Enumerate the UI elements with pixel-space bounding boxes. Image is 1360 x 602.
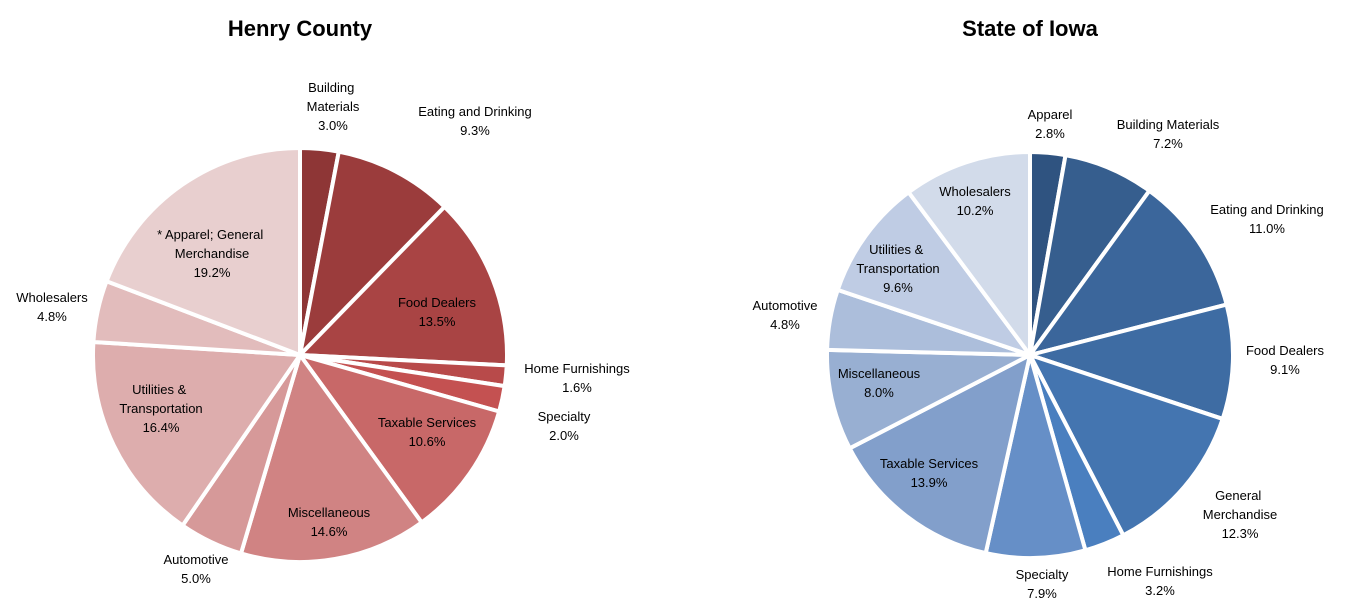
- slice-value-label: 16.4%: [143, 420, 180, 435]
- slice-value-label: 14.6%: [311, 524, 348, 539]
- slice-label: * Apparel; General Merchandise: [157, 227, 267, 261]
- slice-label: Taxable Services: [880, 456, 979, 471]
- slice-label: Utilities & Transportation: [119, 382, 202, 416]
- slice-label: Food Dealers: [1246, 343, 1325, 358]
- label-line: * Apparel; General: [157, 227, 267, 242]
- slice-value-label: 13.5%: [419, 314, 456, 329]
- label-line: Transportation: [856, 261, 939, 276]
- slice-value-label: 11.0%: [1249, 221, 1285, 236]
- slice-label: Miscellaneous: [288, 505, 371, 520]
- label-line: Utilities &: [869, 242, 927, 257]
- slice-label: Eating and Drinking: [1210, 202, 1323, 217]
- slice-value-label: 13.9%: [911, 475, 948, 490]
- slice-value-label: 4.8%: [770, 317, 800, 332]
- slice-label: General Merchandise: [1203, 488, 1277, 522]
- slice-label: Apparel: [1028, 107, 1073, 122]
- label-line: Materials: [307, 99, 360, 114]
- label-line: Utilities &: [132, 382, 190, 397]
- slice-value-label: 9.1%: [1270, 362, 1300, 377]
- pie-slice: [847, 351, 1033, 556]
- slice-label: Home Furnishings: [524, 361, 630, 376]
- pie-slice: [1022, 302, 1235, 422]
- slice-label: Automotive: [752, 298, 817, 313]
- label-line: Merchandise: [175, 246, 249, 261]
- slice-value-label: 12.3%: [1222, 526, 1259, 541]
- slice-value-label: 1.6%: [562, 380, 592, 395]
- slice-value-label: 2.0%: [549, 428, 579, 443]
- pie-slice: [104, 145, 302, 358]
- slice-value-label: 7.9%: [1027, 586, 1057, 601]
- slice-label: Eating and Drinking: [418, 104, 531, 119]
- pie-slice: [905, 149, 1032, 362]
- pie-slice: [296, 149, 448, 362]
- slice-value-label: 10.2%: [957, 203, 994, 218]
- pie-slice: [91, 339, 304, 529]
- slice-value-label: 10.6%: [409, 434, 446, 449]
- slice-value-label: 19.2%: [194, 265, 231, 280]
- slice-label: Specialty: [1016, 567, 1069, 582]
- pie-slice: [835, 189, 1036, 359]
- label-line: Building: [308, 80, 358, 95]
- slice-value-label: 3.0%: [318, 118, 348, 133]
- slice-value-label: 9.6%: [883, 280, 913, 295]
- pie-slice: [1025, 187, 1230, 359]
- slice-value-label: 5.0%: [181, 571, 211, 586]
- pie-slice: [295, 203, 509, 368]
- slice-value-label: 9.3%: [460, 123, 490, 138]
- slice-label: Automotive: [163, 552, 228, 567]
- slice-value-label: 3.2%: [1145, 583, 1175, 598]
- label-line: Transportation: [119, 401, 202, 416]
- chart-title: Henry County: [228, 16, 373, 41]
- slice-label: Building Materials: [1117, 117, 1220, 132]
- chart-title: State of Iowa: [962, 16, 1098, 41]
- slice-label: Taxable Services: [378, 415, 477, 430]
- label-line: Merchandise: [1203, 507, 1277, 522]
- pie-slice: [1025, 351, 1226, 538]
- slice-value-label: 2.8%: [1035, 126, 1065, 141]
- slice-value-label: 8.0%: [864, 385, 894, 400]
- pie-slice: [294, 351, 502, 526]
- label-line: General: [1215, 488, 1265, 503]
- slice-label: Specialty: [538, 409, 591, 424]
- slice-value-label: 7.2%: [1153, 136, 1183, 151]
- slice-label: Food Dealers: [398, 295, 477, 310]
- slice-label: Wholesalers: [16, 290, 88, 305]
- slice-label: Utilities & Transportation: [856, 242, 939, 276]
- slice-value-label: 4.8%: [37, 309, 67, 324]
- slice-label: Building Materials: [307, 80, 360, 114]
- slice-label: Wholesalers: [939, 184, 1011, 199]
- slice-label: Home Furnishings: [1107, 564, 1213, 579]
- slice-label: Miscellaneous: [838, 366, 921, 381]
